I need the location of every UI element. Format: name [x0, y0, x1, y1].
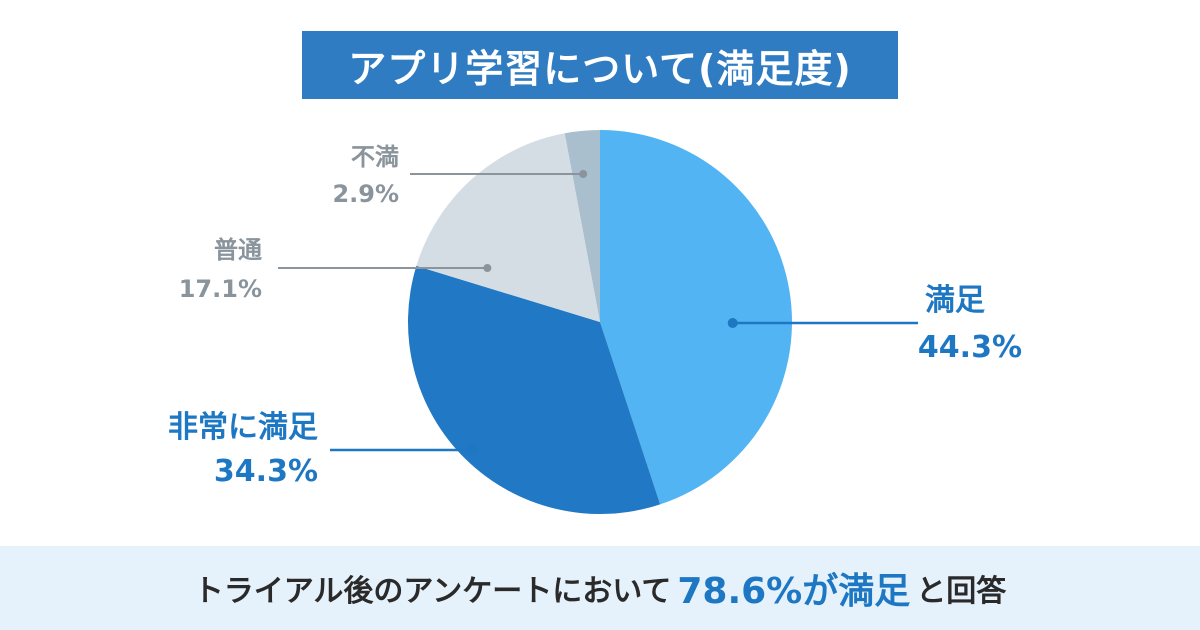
leader-lines — [278, 170, 918, 455]
pie-slice-3 — [416, 133, 600, 322]
footer-text-pre: トライアル後のアンケートにおいて — [193, 574, 672, 609]
summary-footer: トライアル後のアンケートにおいて 78.6%が満足 と回答 — [0, 546, 1200, 630]
slice-label-name: 非常に満足 — [168, 410, 318, 445]
slice-label-name: 満足 — [925, 283, 985, 318]
slice-label-name: 普通 — [214, 236, 262, 264]
leader-dot-4 — [579, 170, 588, 178]
slice-label-value: 17.1% — [179, 275, 262, 303]
pie-slice-4 — [564, 130, 600, 322]
slice-labels: 満足 44.3% 非常に満足 34.3% 普通 17.1% 不満 2.9% — [168, 143, 1022, 489]
leader-dot-1 — [727, 318, 738, 328]
pie-slice-1 — [600, 130, 792, 505]
slice-label-name: 不満 — [351, 143, 399, 171]
leader-dot-3 — [483, 264, 492, 272]
slice-label-value: 44.3% — [918, 330, 1022, 365]
slice-label-value: 34.3% — [214, 454, 318, 489]
leader-dot-2 — [467, 445, 478, 455]
footer-highlight: 78.6%が満足 — [677, 571, 911, 612]
chart-title: アプリ学習について(満足度) — [302, 31, 898, 99]
footer-text-post: と回答 — [916, 574, 1007, 609]
pie-chart: 満足 44.3% 非常に満足 34.3% 普通 17.1% 不満 2.9% — [168, 130, 1022, 514]
slice-label-value: 2.9% — [332, 180, 399, 208]
